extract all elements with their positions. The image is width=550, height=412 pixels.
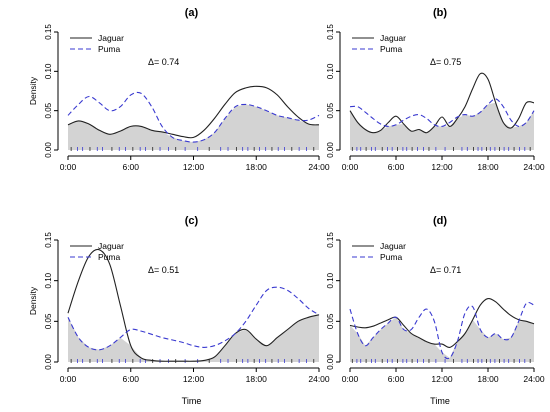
series-line-puma — [67, 91, 320, 143]
x-tick-label: 12:00 — [183, 374, 205, 384]
series-line-jaguar — [349, 72, 535, 134]
series-line-jaguar — [349, 297, 535, 348]
x-tick-label: 0:00 — [60, 374, 77, 384]
x-tick-label: 18:00 — [477, 162, 499, 172]
x-tick-label: 0:00 — [342, 374, 359, 384]
overlap-area — [68, 104, 319, 150]
overlap-area — [68, 314, 319, 362]
overlap-annotation: Δ= 0.51 — [148, 265, 179, 275]
legend-label-jaguar: Jaguar — [380, 241, 406, 251]
x-tick-label: 0:00 — [342, 162, 359, 172]
y-tick-label: 0.10 — [44, 272, 53, 288]
panel-d: (d) 0.00 0.05 0.10 0.15 0:00 6:00 12:00 18:00 24:… — [326, 215, 545, 406]
legend-label-puma: Puma — [380, 44, 402, 54]
y-tick-label: 0.15 — [326, 232, 335, 248]
panel-a: (a) 0.00 0.05 0.10 0.15 0:00 6:00 12:00 18:00 24:… — [28, 7, 330, 172]
x-tick-label: 6:00 — [388, 162, 405, 172]
overlap-annotation: Δ= 0.74 — [148, 57, 179, 67]
panel-title: (d) — [433, 215, 447, 227]
y-tick-label: 0.00 — [44, 142, 53, 158]
series-line-jaguar — [67, 85, 320, 139]
x-tick-label: 18:00 — [246, 162, 268, 172]
y-tick-label: 0.00 — [326, 142, 335, 158]
legend-label-jaguar: Jaguar — [98, 241, 124, 251]
panel-b: (b) 0.00 0.05 0.10 0.15 0:00 6:00 12:00 18:00 24:… — [326, 7, 545, 172]
x-tick-label: 6:00 — [122, 374, 139, 384]
y-tick-label: 0.10 — [44, 63, 53, 79]
y-tick-label: 0.05 — [44, 313, 53, 329]
x-tick-label: 12:00 — [431, 374, 453, 384]
x-tick-label: 18:00 — [477, 374, 499, 384]
x-tick-label: 6:00 — [122, 162, 139, 172]
y-axis-label: Density — [28, 286, 38, 315]
overlap-area — [350, 317, 534, 362]
x-tick-label: 6:00 — [388, 374, 405, 384]
series-line-jaguar — [67, 248, 320, 362]
overlap-annotation: Δ= 0.71 — [430, 265, 461, 275]
y-tick-label: 0.10 — [326, 63, 335, 79]
x-tick-label: 18:00 — [246, 374, 268, 384]
x-tick-label: 24:00 — [523, 162, 545, 172]
y-tick-label: 0.15 — [44, 24, 53, 40]
y-axis-label: Density — [28, 76, 38, 105]
y-tick-label: 0.00 — [44, 354, 53, 370]
y-tick-label: 0.05 — [326, 102, 335, 118]
y-tick-label: 0.05 — [326, 313, 335, 329]
legend-label-puma: Puma — [98, 44, 120, 54]
x-tick-label: 24:00 — [308, 162, 330, 172]
panel-c: (c) 0.00 0.05 0.10 0.15 0:00 6:00 12:00 18:00 24:… — [28, 215, 330, 406]
series-line-puma — [349, 98, 535, 128]
series-line-puma — [349, 301, 535, 360]
panel-title: (b) — [433, 7, 447, 19]
series-line-puma — [67, 286, 320, 351]
x-tick-label: 12:00 — [431, 162, 453, 172]
legend-label-puma: Puma — [98, 252, 120, 262]
panel-title: (a) — [185, 7, 199, 19]
y-tick-label: 0.00 — [326, 354, 335, 370]
panel-title: (c) — [185, 215, 199, 227]
x-axis-label: Time — [182, 396, 202, 406]
x-tick-label: 0:00 — [60, 162, 77, 172]
legend-label-jaguar: Jaguar — [98, 33, 124, 43]
y-tick-label: 0.10 — [326, 272, 335, 288]
y-tick-label: 0.15 — [44, 232, 53, 248]
x-tick-label: 24:00 — [523, 374, 545, 384]
legend-label-jaguar: Jaguar — [380, 33, 406, 43]
x-tick-label: 12:00 — [183, 162, 205, 172]
y-tick-label: 0.05 — [44, 102, 53, 118]
x-axis-label: Time — [430, 396, 450, 406]
legend-label-puma: Puma — [380, 252, 402, 262]
y-tick-label: 0.15 — [326, 24, 335, 40]
x-tick-label: 24:00 — [308, 374, 330, 384]
overlap-annotation: Δ= 0.75 — [430, 57, 461, 67]
